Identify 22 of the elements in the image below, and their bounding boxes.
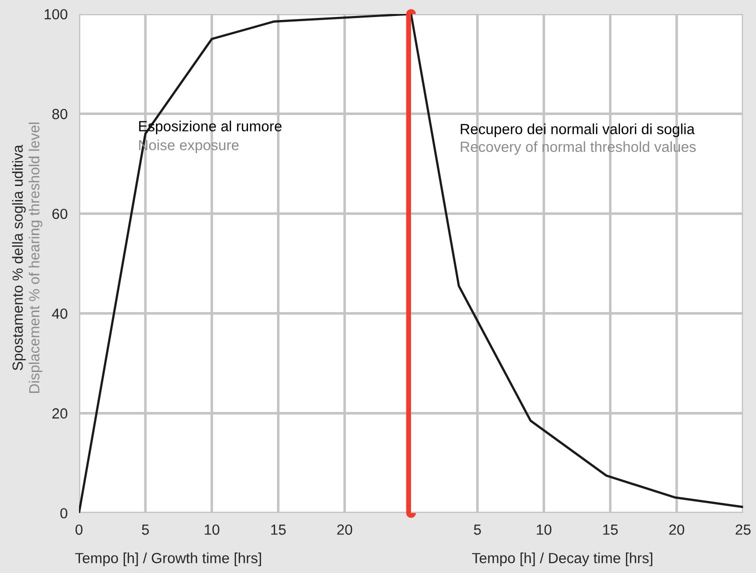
y-tick-label: 60 bbox=[52, 208, 68, 220]
x-tick-label: 5 bbox=[142, 524, 149, 535]
x-axis-title: Tempo [h] / Decay time [hrs] bbox=[472, 552, 652, 566]
x-tick-label: 10 bbox=[536, 524, 552, 535]
x-tick-label: 15 bbox=[603, 524, 618, 535]
annotation: Recovery of normal threshold values bbox=[460, 141, 696, 155]
y-tick-label: 40 bbox=[52, 308, 68, 319]
x-tick-label: 5 bbox=[474, 524, 481, 535]
x-axis-title: Tempo [h] / Growth time [hrs] bbox=[75, 552, 262, 566]
annotation: Recupero dei normali valori di soglia bbox=[460, 124, 695, 138]
y-tick-label: 0 bbox=[60, 508, 68, 518]
x-tick-label: 15 bbox=[271, 524, 286, 535]
y-axis-title: Spostamento % della soglia uditiva bbox=[12, 144, 26, 370]
x-tick-label: 0 bbox=[76, 524, 82, 535]
x-tick-label: 20 bbox=[669, 524, 684, 535]
x-tick-label: 25 bbox=[736, 524, 751, 535]
y-tick-label: 20 bbox=[52, 408, 68, 419]
x-tick-label: 20 bbox=[337, 524, 352, 535]
text: Displacement % of hearing threshold level bbox=[28, 122, 42, 393]
y-tick-label: 80 bbox=[52, 108, 68, 120]
x-tick-label: 10 bbox=[204, 524, 220, 535]
y-tick-label: 100 bbox=[44, 9, 68, 20]
